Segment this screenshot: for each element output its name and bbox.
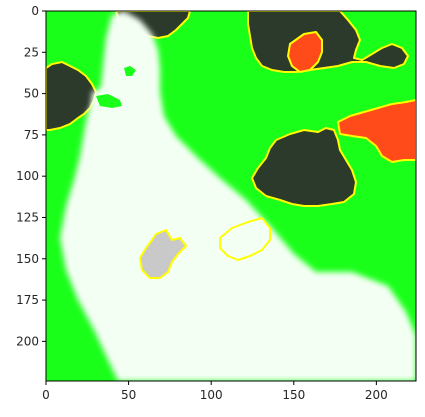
dog-body (60, 11, 416, 381)
x-tick-label: 200 (365, 388, 388, 402)
x-tick-label: 150 (282, 388, 305, 402)
x-tick-label: 0 (42, 388, 50, 402)
axes-frame (45, 10, 417, 382)
dog-muzzle-highlight (96, 94, 122, 108)
red-region-right (337, 99, 416, 163)
axes: 0 50 100 150 200 0 25 50 75 100 125 150 175 200 (16, 4, 417, 402)
outlined-region-center (219, 217, 271, 261)
segmentation-image (46, 11, 416, 381)
x-axis-ticks: 0 50 100 150 200 (42, 381, 388, 402)
y-tick-label: 25 (24, 45, 39, 59)
y-tick-label: 150 (16, 252, 39, 266)
y-axis-ticks: 0 25 50 75 100 125 150 175 200 (16, 4, 46, 348)
y-tick-label: 50 (24, 87, 39, 101)
y-tick-label: 175 (16, 293, 39, 307)
red-region-top (287, 31, 323, 73)
x-tick-label: 100 (200, 388, 223, 402)
dark-region-right-center (251, 127, 357, 207)
y-tick-label: 75 (24, 128, 39, 142)
dog-eye-highlight (124, 66, 136, 76)
y-tick-label: 100 (16, 169, 39, 183)
y-tick-label: 200 (16, 334, 39, 348)
gray-region-left (139, 229, 187, 279)
y-tick-label: 125 (16, 210, 39, 224)
y-tick-label: 0 (31, 4, 39, 18)
x-tick-label: 50 (121, 388, 136, 402)
